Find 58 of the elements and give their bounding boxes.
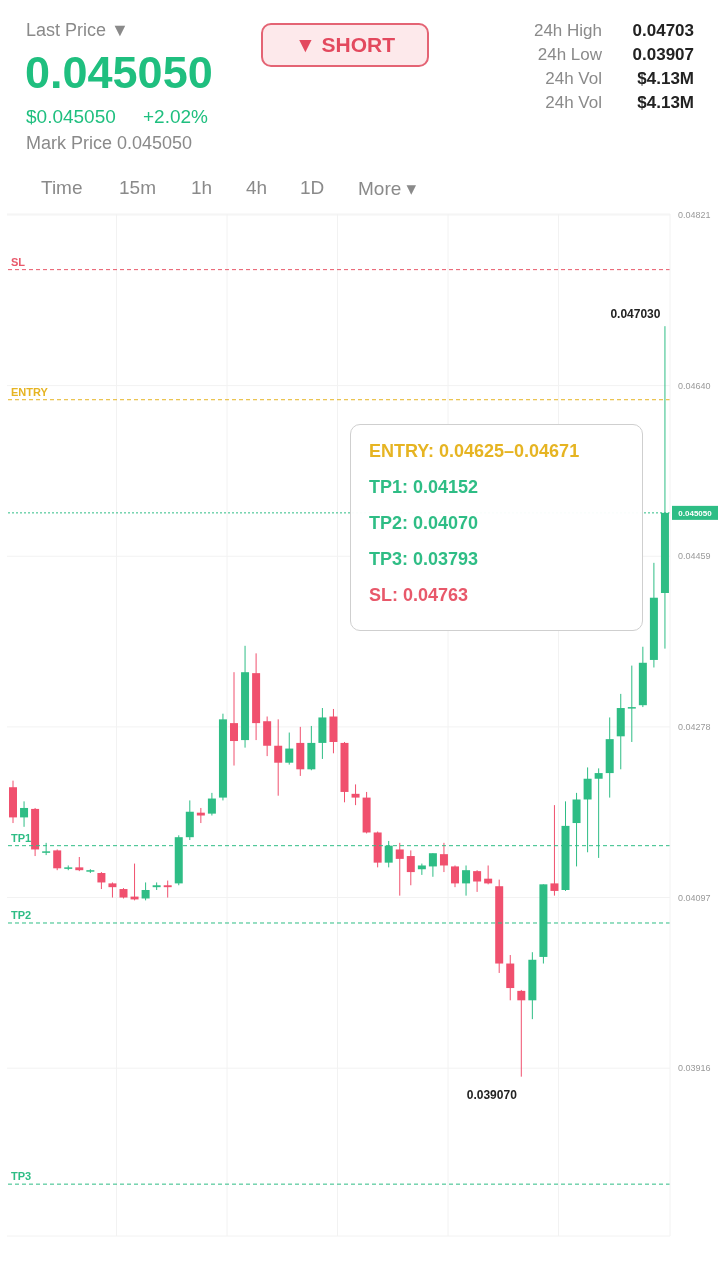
y-tick-label: 0.04640 [678,380,711,391]
y-tick-label: 0.04097 [678,892,711,903]
text: 0.045050 [25,47,213,99]
ref-line-label: TP1 [11,831,32,844]
candlestick [417,863,426,876]
text: 24h Vol [545,69,602,89]
y-tick-label: 0.04821 [678,210,711,221]
text: 24h Low [537,45,602,65]
text: 1h [191,177,213,199]
candlestick [627,665,636,743]
annotation: ENTRY: 0.04625–0.04671 [369,441,580,462]
candlestick [406,849,415,886]
candlestick [517,989,526,1078]
text: Mark Price 0.045050 [26,133,193,154]
y-tick-label: 0.03916 [678,1063,711,1074]
candlestick [473,869,482,893]
text: $4.13M [637,69,694,89]
annotation: TP3: 0.03793 [369,549,479,570]
candlestick [439,842,448,873]
y-tick-label: 0.04459 [678,551,711,562]
text: 0.04703 [632,21,694,41]
text: $4.13M [637,93,694,113]
candlestick [451,864,459,888]
candlestick [274,718,283,797]
y-tick-label: 0.04278 [678,722,711,733]
candlestick [285,732,294,766]
text: +2.02% [143,106,208,128]
candlestick [20,800,29,828]
text: 0.03907 [632,45,694,65]
candlestick [428,852,437,878]
candlestick [351,783,360,806]
ref-line-label: ENTRY [11,385,49,398]
ref-line-label: TP2 [11,908,32,921]
ref-line-label: TP3 [11,1170,32,1183]
candlestick [395,842,404,897]
annotation: TP1: 0.04152 [369,477,479,498]
text: $0.045050 [26,106,116,128]
annotation: 0.047030 [610,307,661,322]
annotation: SL: 0.04763 [369,585,469,606]
text: Last Price ▼ [26,20,129,41]
annotation: TP2: 0.04070 [369,513,479,534]
candlestick [230,671,238,767]
candlestick [196,807,205,824]
text: 4h [246,177,268,199]
candlestick [207,792,216,817]
text: 15m [119,177,156,199]
text: ▼ SHORT [261,23,429,67]
candlestick [462,864,471,897]
text: More ▾ [358,177,417,200]
text: 24h High [533,21,602,41]
text: 1D [300,177,325,199]
ref-line-label: 0.045050 [678,508,713,518]
ref-line-label: SL [11,255,26,268]
candlestick [550,804,559,897]
text: Time [41,177,83,199]
annotation: 0.039070 [466,1087,518,1102]
text: 24h Vol [545,93,602,113]
candlestick [53,848,62,871]
